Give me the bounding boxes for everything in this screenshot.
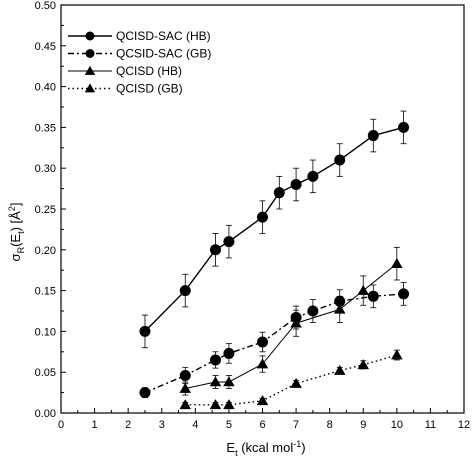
- legend-item-3: QCISD (HB): [68, 64, 182, 78]
- x-tick-label: 3: [159, 419, 165, 431]
- data-point: [223, 347, 235, 359]
- data-point: [84, 83, 96, 93]
- data-point: [307, 170, 319, 182]
- data-point: [257, 336, 268, 348]
- data-point: [290, 179, 302, 191]
- series-2: [139, 282, 410, 399]
- data-point: [85, 31, 95, 41]
- series-layer: [139, 110, 410, 410]
- data-point: [139, 325, 151, 337]
- data-point: [179, 369, 191, 381]
- y-axis-title: σR(Et) [Å2]: [7, 203, 26, 262]
- data-point: [179, 382, 192, 393]
- x-tick-label: 8: [327, 419, 333, 431]
- x-tick-label: 1: [92, 419, 98, 431]
- y-tick-label: 0.25: [35, 204, 56, 216]
- data-point: [85, 49, 95, 58]
- axis-ticks: 0 1 2 3 4 5 6 7 8 9 10 11 120.000.050.100.150.200.25…: [35, 0, 471, 431]
- legend-item-4: QCISD (GB): [68, 82, 183, 96]
- x-tick-label: 10: [391, 419, 403, 431]
- data-point: [333, 364, 346, 375]
- legend-label: QCISD (HB): [116, 64, 182, 78]
- data-point: [209, 244, 221, 256]
- series-3: [179, 246, 403, 396]
- data-point: [367, 130, 379, 142]
- data-point: [179, 399, 192, 410]
- plot-frame: [60, 4, 465, 414]
- x-tick-label: 9: [360, 419, 366, 431]
- data-point: [290, 377, 302, 388]
- y-tick-label: 0.00: [35, 408, 56, 420]
- y-tick-label: 0.05: [35, 367, 56, 379]
- data-point: [209, 399, 222, 410]
- data-point: [391, 349, 403, 360]
- y-tick-label: 0.15: [35, 286, 56, 298]
- data-point: [256, 395, 269, 406]
- data-point: [139, 387, 151, 399]
- data-point: [209, 376, 222, 387]
- data-point: [223, 399, 235, 410]
- legend-item-1: QCISD-SAC (HB): [68, 29, 211, 43]
- legend-label: QCSID-SAC (GB): [116, 47, 211, 61]
- data-point: [179, 285, 191, 297]
- data-point: [367, 290, 379, 302]
- series-line: [185, 263, 398, 390]
- x-tick-label: 5: [226, 419, 232, 431]
- data-point: [290, 317, 302, 328]
- y-tick-label: 0.35: [35, 122, 56, 134]
- legend-label: QCISD-SAC (HB): [116, 29, 211, 43]
- data-point: [333, 303, 346, 314]
- data-point: [398, 121, 410, 133]
- x-tick-label: 0: [58, 419, 64, 431]
- data-point: [307, 305, 319, 317]
- data-point: [357, 359, 369, 370]
- legend: QCISD-SAC (HB) QCSID-SAC (GB) QCISD (HB) QC…: [68, 29, 211, 96]
- data-point: [209, 354, 221, 366]
- x-tick-label: 6: [259, 419, 265, 431]
- x-tick-label: 2: [125, 419, 131, 431]
- series-line: [144, 126, 404, 332]
- y-tick-label: 0.10: [35, 326, 56, 338]
- legend-item-2: QCSID-SAC (GB): [68, 47, 211, 61]
- series-4: [179, 349, 403, 410]
- y-tick-label: 0.50: [35, 0, 56, 12]
- data-point: [391, 257, 403, 268]
- x-tick-label: 12: [458, 419, 470, 431]
- data-point: [357, 284, 369, 295]
- data-point: [223, 376, 235, 387]
- y-tick-label: 0.40: [35, 82, 56, 94]
- data-point: [398, 288, 410, 300]
- data-point: [273, 187, 285, 199]
- y-tick-label: 0.45: [35, 41, 56, 53]
- x-tick-label: 4: [192, 419, 198, 431]
- data-point: [84, 65, 96, 75]
- x-tick-label: 11: [425, 419, 436, 431]
- x-tick-label: 7: [293, 419, 299, 431]
- data-point: [223, 236, 235, 248]
- data-point: [334, 154, 346, 166]
- series-1: [139, 110, 410, 349]
- data-point: [256, 358, 269, 369]
- data-point: [257, 211, 268, 223]
- y-tick-label: 0.30: [35, 163, 56, 175]
- legend-label: QCISD (GB): [116, 82, 183, 96]
- series-line: [144, 293, 404, 394]
- x-axis-title: Et (kcal mol-1): [226, 439, 305, 458]
- y-tick-label: 0.20: [35, 245, 56, 257]
